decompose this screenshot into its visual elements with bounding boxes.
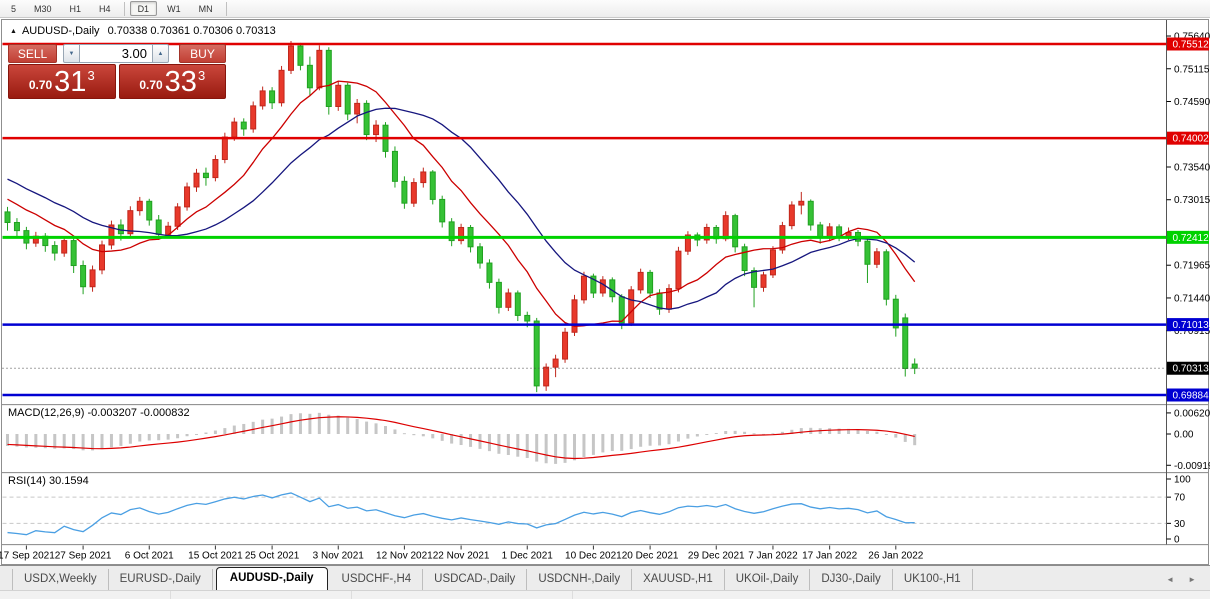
svg-text:0.69884: 0.69884 [1173, 391, 1210, 402]
sell-price-button[interactable]: 0.70 31 3 [8, 64, 116, 99]
period-toolbar: 5 M30 H1 H4 D1 W1 MN [0, 0, 1210, 18]
period-button-h4[interactable]: H4 [91, 1, 119, 16]
chart-symbol-label: AUDUSD-,Daily [21, 25, 100, 37]
svg-text:70: 70 [1174, 493, 1186, 504]
buy-price-pips: 33 [164, 66, 197, 98]
tab-usdchf-h4[interactable]: USDCHF-,H4 [331, 569, 424, 590]
svg-text:0.71013: 0.71013 [1173, 320, 1210, 331]
period-button-h1[interactable]: H1 [62, 1, 90, 16]
collapse-panel-icon[interactable]: ▲ [10, 27, 17, 35]
svg-text:0.75512: 0.75512 [1173, 40, 1210, 51]
tab-eurusd-daily[interactable]: EURUSD-,Daily [109, 569, 213, 590]
svg-text:10 Dec 2021: 10 Dec 2021 [565, 551, 622, 562]
buy-price-base: 0.70 [139, 78, 163, 92]
volume-increase-button[interactable]: ▲ [152, 44, 169, 63]
sell-button[interactable]: SELL [8, 44, 57, 63]
tab-usdcnh-daily[interactable]: USDCNH-,Daily [527, 569, 633, 590]
buy-price-button[interactable]: 0.70 33 3 [118, 64, 226, 99]
sell-price-base: 0.70 [28, 78, 53, 92]
svg-text:0.006201: 0.006201 [1174, 408, 1210, 419]
svg-text:20 Dec 2021: 20 Dec 2021 [622, 551, 679, 562]
status-bar-separator [170, 591, 171, 599]
tab-xauusd-h1[interactable]: XAUUSD-,H1 [632, 569, 725, 590]
svg-text:0.00: 0.00 [1174, 430, 1194, 441]
svg-text:27 Sep 2021: 27 Sep 2021 [55, 551, 112, 562]
rsi-indicator-label: RSI(14) 30.1594 [8, 475, 89, 487]
svg-text:0.74590: 0.74590 [1174, 97, 1210, 108]
svg-text:26 Jan 2022: 26 Jan 2022 [868, 551, 923, 562]
macd-indicator-label: MACD(12,26,9) -0.003207 -0.000832 [8, 407, 190, 419]
svg-text:7 Jan 2022: 7 Jan 2022 [748, 551, 798, 562]
tab-dj30-daily[interactable]: DJ30-,Daily [810, 569, 893, 590]
period-button-m30[interactable]: M30 [26, 1, 60, 16]
svg-text:29 Dec 2021: 29 Dec 2021 [688, 551, 745, 562]
svg-text:30: 30 [1174, 519, 1186, 530]
svg-text:0: 0 [1174, 535, 1180, 546]
svg-text:22 Nov 2021: 22 Nov 2021 [433, 551, 490, 562]
tab-uk100-h1[interactable]: UK100-,H1 [893, 569, 973, 590]
tab-scroll-arrows: ◄ ► [1152, 575, 1210, 590]
status-bar-separator [351, 591, 352, 599]
sell-price-pipette: 3 [87, 68, 95, 83]
chart-ohlc-values: 0.70338 0.70361 0.70306 0.70313 [107, 25, 276, 37]
svg-text:25 Oct 2021: 25 Oct 2021 [245, 551, 300, 562]
svg-text:0.73015: 0.73015 [1174, 195, 1210, 206]
svg-text:6 Oct 2021: 6 Oct 2021 [125, 551, 174, 562]
volume-decrease-button[interactable]: ▼ [63, 44, 80, 63]
volume-stepper: ▼ ▲ [63, 44, 170, 63]
svg-text:0.75640: 0.75640 [1174, 32, 1210, 43]
svg-text:-0.009197: -0.009197 [1174, 461, 1210, 472]
svg-text:3 Nov 2021: 3 Nov 2021 [313, 551, 365, 562]
tab-scroll-right-icon[interactable]: ► [1188, 575, 1196, 584]
svg-text:0.73540: 0.73540 [1174, 162, 1210, 173]
sell-price-pips: 31 [54, 66, 87, 98]
svg-text:0.70915: 0.70915 [1174, 326, 1210, 337]
status-bar-separator [572, 591, 573, 599]
price-chart-canvas[interactable]: 0.75640 0.75115 0.74590 0.73540 0.73015 0.719… [0, 0, 1210, 566]
tab-usdcad-daily[interactable]: USDCAD-,Daily [423, 569, 528, 590]
svg-text:1 Dec 2021: 1 Dec 2021 [502, 551, 554, 562]
volume-input[interactable] [80, 44, 152, 63]
toolbar-separator [123, 1, 125, 16]
svg-text:0.75115: 0.75115 [1174, 64, 1210, 75]
svg-text:12 Nov 2021: 12 Nov 2021 [376, 551, 433, 562]
chart-tabs-bar: USDX,Weekly EURUSD-,Daily AUDUSD-,Daily … [0, 565, 1210, 591]
period-button-d1[interactable]: D1 [129, 1, 158, 16]
toolbar-separator [225, 1, 227, 16]
period-button-w1[interactable]: W1 [159, 1, 189, 16]
chevron-up-icon: ▲ [157, 50, 164, 57]
svg-text:0.71965: 0.71965 [1174, 261, 1210, 272]
svg-text:0.72412: 0.72412 [1173, 233, 1210, 244]
svg-text:17 Sep 2021: 17 Sep 2021 [0, 551, 55, 562]
svg-text:100: 100 [1174, 475, 1191, 486]
svg-text:0.74002: 0.74002 [1173, 134, 1210, 145]
tab-ukoil-daily[interactable]: UKOil-,Daily [725, 569, 811, 590]
chart-title: ▲ AUDUSD-,Daily 0.70338 0.70361 0.70306 … [10, 25, 276, 37]
svg-text:0.70313: 0.70313 [1173, 364, 1210, 375]
period-button-m5[interactable]: 5 [3, 1, 24, 16]
svg-text:15 Oct 2021: 15 Oct 2021 [188, 551, 243, 562]
tab-usdx-weekly[interactable]: USDX,Weekly [12, 569, 109, 590]
period-button-mn[interactable]: MN [191, 1, 221, 16]
svg-text:17 Jan 2022: 17 Jan 2022 [802, 551, 857, 562]
buy-button[interactable]: BUY [179, 44, 226, 63]
chevron-down-icon: ▼ [68, 50, 75, 57]
tab-audusd-daily[interactable]: AUDUSD-,Daily [215, 567, 328, 591]
svg-text:0.71440: 0.71440 [1174, 293, 1210, 304]
buy-price-pipette: 3 [197, 68, 206, 83]
tab-scroll-left-icon[interactable]: ◄ [1166, 575, 1175, 584]
status-bar [0, 590, 1210, 599]
